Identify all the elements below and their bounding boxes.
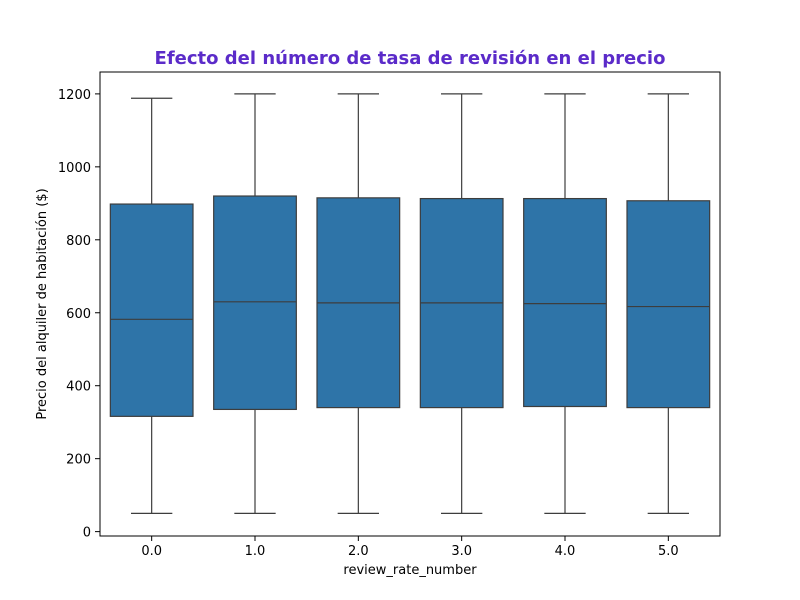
y-tick-label: 200 <box>66 453 91 468</box>
axes-frame <box>99 71 721 537</box>
y-tick-label: 1200 <box>58 88 91 103</box>
box <box>213 195 297 411</box>
x-axis-label: review_rate_number <box>343 563 477 578</box>
box <box>109 203 194 417</box>
y-tick-label: 800 <box>66 234 91 249</box>
box-group <box>523 93 607 514</box>
x-tick-label: 4.0 <box>555 544 576 559</box>
x-tick-label: 1.0 <box>245 544 266 559</box>
x-tick-label: 2.0 <box>348 544 369 559</box>
y-tick-label: 1000 <box>58 161 91 176</box>
y-tick-label: 400 <box>66 380 91 395</box>
box-group <box>213 93 297 514</box>
box-group <box>109 97 194 514</box>
y-axis-label: Precio del alquiler de habitación ($) <box>35 188 50 419</box>
chart-title: Efecto del número de tasa de revisión en… <box>155 48 666 69</box>
x-tick-label: 3.0 <box>451 544 472 559</box>
box-group <box>419 93 504 514</box>
x-tick-label: 5.0 <box>658 544 679 559</box>
box <box>626 200 711 409</box>
x-tick-label: 0.0 <box>141 544 162 559</box>
box-group <box>316 93 401 514</box>
plot-area <box>109 93 711 514</box>
x-axis-ticks: 0.0 1.0 2.0 3.0 4.0 5.0 <box>141 536 679 559</box>
y-tick-label: 600 <box>66 307 91 322</box>
box <box>523 197 607 408</box>
y-axis-ticks: 0 200 400 600 800 1000 1200 <box>58 88 100 541</box>
box-group <box>626 93 711 514</box>
y-tick-label: 0 <box>83 526 91 541</box>
